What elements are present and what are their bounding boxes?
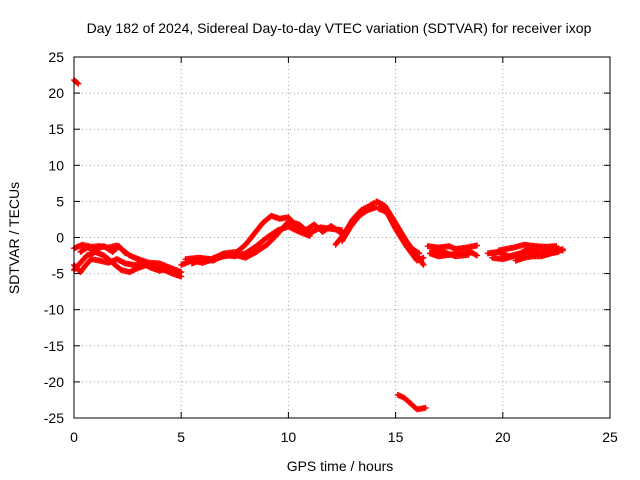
data-point [414, 249, 421, 256]
y-tick-label: 15 [48, 121, 64, 137]
data-point [121, 249, 128, 256]
y-axis-label: SDTVAR / TECUs [6, 182, 22, 294]
data-point [555, 248, 562, 255]
data-point [178, 273, 185, 280]
data-point [416, 250, 423, 257]
data-point [75, 80, 82, 87]
axis-ticks [73, 56, 611, 419]
data-point [422, 404, 429, 411]
data-point [74, 79, 81, 86]
x-tick-label: 0 [70, 429, 78, 445]
data-point [420, 254, 427, 261]
data-point [306, 233, 313, 240]
y-tick-label: -20 [44, 374, 64, 390]
y-tick-label: -15 [44, 338, 64, 354]
data-point [553, 243, 560, 250]
y-tick-label: -25 [44, 410, 64, 426]
chart-title: Day 182 of 2024, Sidereal Day-to-day VTE… [87, 20, 592, 36]
x-tick-label: 10 [281, 429, 297, 445]
data-point [122, 250, 129, 257]
y-tick-label: -10 [44, 302, 64, 318]
y-tick-labels: -25 -20 -15 -10 -5 0 5 10 15 20 25 [44, 49, 64, 426]
data-point [474, 242, 481, 249]
x-tick-label: 20 [495, 429, 511, 445]
x-tick-label: 5 [177, 429, 185, 445]
y-tick-label: 10 [48, 157, 64, 173]
data-point [465, 251, 472, 258]
x-tick-label: 25 [602, 429, 618, 445]
y-tick-label: -5 [52, 266, 65, 282]
data-point [472, 251, 479, 258]
data-point [419, 260, 426, 267]
data-point [165, 264, 172, 271]
data-point [559, 246, 566, 253]
y-tick-label: 20 [48, 85, 64, 101]
data-point [474, 252, 481, 259]
y-tick-label: 25 [48, 49, 64, 65]
data-point [420, 261, 427, 268]
y-tick-label: 0 [56, 230, 64, 246]
y-tick-label: 5 [56, 193, 64, 209]
data-points [71, 77, 566, 413]
x-axis-label: GPS time / hours [287, 458, 394, 474]
x-tick-label: 15 [388, 429, 404, 445]
x-tick-labels: 0 5 10 15 20 25 [70, 429, 618, 445]
